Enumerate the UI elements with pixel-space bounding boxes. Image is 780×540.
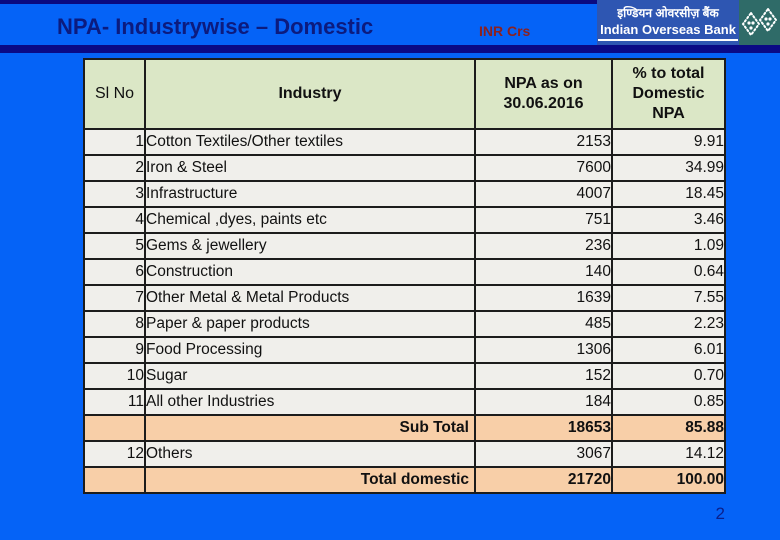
cell-sl-no: 3 <box>83 180 146 208</box>
title-underline-bar <box>0 45 780 53</box>
cell-pct-value: 2.23 <box>611 310 726 338</box>
cell-npa-value: 3067 <box>474 440 613 468</box>
table-row: 1 Cotton Textiles/Other textiles 2153 9.91 <box>83 128 726 156</box>
column-header-industry: Industry <box>144 58 476 130</box>
cell-pct-value: 34.99 <box>611 154 726 182</box>
npa-table: Sl No Industry NPA as on 30.06.2016 % to… <box>83 58 726 494</box>
npa-table-header: Sl No Industry NPA as on 30.06.2016 % to… <box>83 58 726 130</box>
table-row: 5 Gems & jewellery 236 1.09 <box>83 232 726 260</box>
cell-industry: Sugar <box>144 362 476 390</box>
cell-industry: Other Metal & Metal Products <box>144 284 476 312</box>
column-header-pct-to-total: % to total Domestic NPA <box>611 58 726 130</box>
cell-sl-no: 9 <box>83 336 146 364</box>
iob-emblem-icon <box>739 0 780 45</box>
table-row: 9 Food Processing 1306 6.01 <box>83 336 726 364</box>
table-row: 2 Iron & Steel 7600 34.99 <box>83 154 726 182</box>
cell-pct-value: 0.70 <box>611 362 726 390</box>
table-row: 11 All other Industries 184 0.85 <box>83 388 726 416</box>
bank-name-hindi: इण्डियन ओवरसीज़ बैंक <box>617 6 719 20</box>
column-header-npa-as-on: NPA as on 30.06.2016 <box>474 58 613 130</box>
table-total-row: Total domestic 21720 100.00 <box>83 466 726 494</box>
cell-sl-no <box>83 466 146 494</box>
bank-logo-text: इण्डियन ओवरसीज़ बैंक Indian Overseas Ban… <box>597 4 739 41</box>
cell-pct-value: 0.64 <box>611 258 726 286</box>
cell-npa-value: 7600 <box>474 154 613 182</box>
cell-npa-value: 236 <box>474 232 613 260</box>
npa-table-body: 1 Cotton Textiles/Other textiles 2153 9.91 2… <box>83 128 726 494</box>
cell-npa-value: 751 <box>474 206 613 234</box>
cell-sl-no: 10 <box>83 362 146 390</box>
cell-pct-value: 14.12 <box>611 440 726 468</box>
table-header-row: Sl No Industry NPA as on 30.06.2016 % to… <box>83 58 726 130</box>
cell-pct-value: 3.46 <box>611 206 726 234</box>
cell-pct-value: 9.91 <box>611 128 726 156</box>
table-row: 7 Other Metal & Metal Products 1639 7.55 <box>83 284 726 312</box>
page-number: 2 <box>715 504 725 523</box>
cell-pct-value: 0.85 <box>611 388 726 416</box>
cell-npa-value: 18653 <box>474 414 613 442</box>
cell-npa-value: 152 <box>474 362 613 390</box>
cell-sl-no: 11 <box>83 388 146 416</box>
cell-npa-value: 21720 <box>474 466 613 494</box>
cell-pct-value: 1.09 <box>611 232 726 260</box>
cell-sl-no: 5 <box>83 232 146 260</box>
cell-npa-value: 1306 <box>474 336 613 364</box>
cell-industry: Cotton Textiles/Other textiles <box>144 128 476 156</box>
table-row: 10 Sugar 152 0.70 <box>83 362 726 390</box>
currency-unit-label: INR Crs <box>479 23 531 39</box>
cell-sl-no: 2 <box>83 154 146 182</box>
cell-pct-value: 6.01 <box>611 336 726 364</box>
cell-npa-value: 485 <box>474 310 613 338</box>
cell-sl-no: 4 <box>83 206 146 234</box>
cell-industry: Chemical ,dyes, paints etc <box>144 206 476 234</box>
cell-npa-value: 2153 <box>474 128 613 156</box>
top-border-strip <box>0 0 780 4</box>
cell-sl-no: 1 <box>83 128 146 156</box>
cell-sl-no: 8 <box>83 310 146 338</box>
table-row: 4 Chemical ,dyes, paints etc 751 3.46 <box>83 206 726 234</box>
cell-npa-value: 4007 <box>474 180 613 208</box>
cell-npa-value: 140 <box>474 258 613 286</box>
cell-sl-no <box>83 414 146 442</box>
cell-npa-value: 1639 <box>474 284 613 312</box>
table-row: 12 Others 3067 14.12 <box>83 440 726 468</box>
cell-sl-no: 12 <box>83 440 146 468</box>
table-row: 6 Construction 140 0.64 <box>83 258 726 286</box>
cell-industry: Others <box>144 440 476 468</box>
table-total-row: Sub Total 18653 85.88 <box>83 414 726 442</box>
cell-industry: Paper & paper products <box>144 310 476 338</box>
table-row: 8 Paper & paper products 485 2.23 <box>83 310 726 338</box>
cell-industry: Gems & jewellery <box>144 232 476 260</box>
table-row: 3 Infrastructure 4007 18.45 <box>83 180 726 208</box>
cell-industry: Construction <box>144 258 476 286</box>
cell-pct-value: 7.55 <box>611 284 726 312</box>
cell-pct-value: 18.45 <box>611 180 726 208</box>
cell-industry: All other Industries <box>144 388 476 416</box>
cell-pct-value: 100.00 <box>611 466 726 494</box>
slide-title: NPA- Industrywise – Domestic <box>57 14 374 39</box>
cell-industry: Iron & Steel <box>144 154 476 182</box>
cell-industry: Sub Total <box>144 414 476 442</box>
bank-logo: इण्डियन ओवरसीज़ बैंक Indian Overseas Ban… <box>597 0 780 45</box>
cell-pct-value: 85.88 <box>611 414 726 442</box>
column-header-sl-no: Sl No <box>83 58 146 130</box>
cell-sl-no: 6 <box>83 258 146 286</box>
cell-npa-value: 184 <box>474 388 613 416</box>
bank-name-english: Indian Overseas Bank <box>598 21 738 41</box>
cell-industry: Total domestic <box>144 466 476 494</box>
cell-industry: Food Processing <box>144 336 476 364</box>
cell-sl-no: 7 <box>83 284 146 312</box>
cell-industry: Infrastructure <box>144 180 476 208</box>
